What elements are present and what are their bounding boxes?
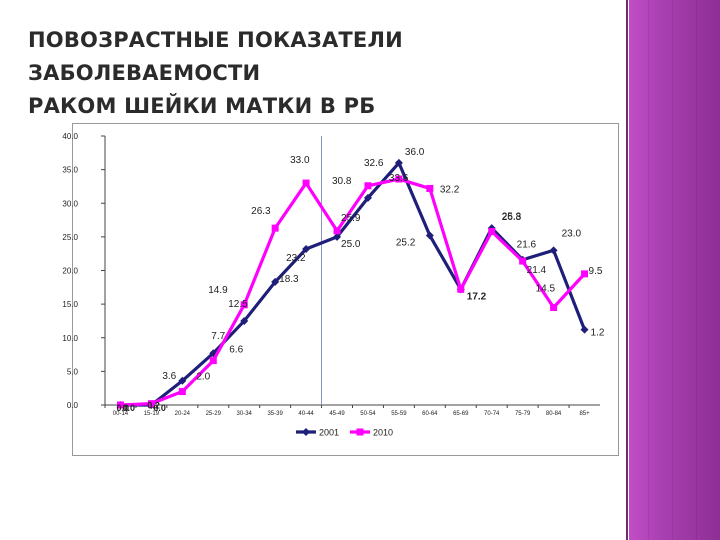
data-point-2001 <box>302 244 311 253</box>
x-tick-label: 80-84 <box>546 411 562 417</box>
data-label-2010: 0.0 <box>122 403 135 413</box>
data-point-2010 <box>240 301 248 309</box>
data-point-2010 <box>519 257 527 265</box>
series-line-2010 <box>120 177 586 407</box>
y-tick-label: 20.0 <box>62 267 78 276</box>
data-label-2001: 25.0 <box>341 239 361 250</box>
data-point-2010 <box>116 401 124 409</box>
y-tick-label: 30.0 <box>62 199 78 208</box>
data-label-2001: 18.3 <box>279 274 299 285</box>
y-tick-label: 0.0 <box>67 401 79 410</box>
data-label-2001: 30.8 <box>332 176 352 187</box>
data-label-2001: 1.2 <box>591 328 605 339</box>
x-tick-label: 75-79 <box>515 411 531 417</box>
data-label-2001: 17.2 <box>467 291 487 302</box>
data-label-2010: 26.3 <box>251 206 271 217</box>
data-point-2010 <box>364 182 372 190</box>
title-line-2: РАКОМ ШЕЙКИ МАТКИ В РБ <box>28 94 376 118</box>
data-label-2001: 23.2 <box>286 253 306 264</box>
series-line-2001 <box>120 161 587 407</box>
data-label-2001: 26.3 <box>502 212 522 223</box>
data-label-2001: 25.2 <box>396 238 416 249</box>
x-tick-label: 20-24 <box>175 411 191 417</box>
data-label-2010: 32.6 <box>364 158 384 169</box>
y-tick-label: 15.0 <box>62 300 78 309</box>
data-label-2001: 21.6 <box>517 240 537 251</box>
data-point-2010 <box>178 388 186 396</box>
data-label-2001: 12.5 <box>228 299 248 310</box>
data-point-2001 <box>240 316 249 325</box>
data-label-2010: 6.6 <box>229 345 243 356</box>
data-label-2010: 33.6 <box>389 173 409 184</box>
data-point-2010 <box>271 224 279 232</box>
data-label-2001: 0.0 <box>153 403 166 413</box>
legend-marker-2010 <box>356 428 364 436</box>
y-tick-label: 5.0 <box>67 367 79 376</box>
plot-area <box>105 136 600 405</box>
decorative-side-band <box>626 0 720 540</box>
data-label-2010: 14.5 <box>536 283 556 294</box>
data-point-2010 <box>209 357 217 365</box>
data-point-2010 <box>395 175 403 183</box>
data-point-2010 <box>581 270 589 278</box>
data-label-2010: 25.9 <box>341 213 361 224</box>
data-point-2010 <box>488 227 496 235</box>
data-point-2010 <box>457 285 465 293</box>
x-tick-label: 15-19 <box>144 411 160 417</box>
data-point-2001 <box>394 158 403 167</box>
data-label-2010: 0.2 <box>147 401 160 411</box>
data-label-2001: 23.0 <box>562 228 582 239</box>
data-point-2010 <box>550 303 558 311</box>
x-tick-label: 35-39 <box>267 411 283 417</box>
legend-label-2001: 2001 <box>319 428 339 438</box>
data-label-2010: 33.0 <box>290 155 310 166</box>
data-point-2010 <box>302 179 310 187</box>
data-label-2010: 14.9 <box>208 285 228 296</box>
slide-title: ПОВОЗРАСТНЫЕ ПОКАЗАТЕЛИ ЗАБОЛЕВАЕМОСТИ Р… <box>28 24 628 123</box>
data-point-2010 <box>147 400 155 408</box>
data-point-2010 <box>426 184 434 192</box>
data-point-2010 <box>333 227 341 235</box>
x-tick-label: 85+ <box>579 411 590 417</box>
data-point-2001 <box>271 277 280 286</box>
x-tick-label: 55-59 <box>391 411 407 417</box>
data-point-2001 <box>363 193 372 202</box>
y-tick-label: 10.0 <box>62 334 78 343</box>
x-tick-label: 45-49 <box>329 411 345 417</box>
legend-marker-2001 <box>302 428 310 436</box>
data-label-2010: 21.4 <box>527 265 547 276</box>
y-tick-label: 25.0 <box>62 233 78 242</box>
data-point-2001 <box>178 376 187 385</box>
x-tick-label: 60-64 <box>422 411 438 417</box>
data-label-2010: 32.2 <box>440 184 460 195</box>
x-tick-label: 65-69 <box>453 411 469 417</box>
x-tick-label: 70-74 <box>484 411 500 417</box>
data-point-2001 <box>425 231 434 240</box>
y-tick-label: 40.0 <box>62 132 78 141</box>
data-point-2001 <box>333 232 342 241</box>
x-tick-label: 40-44 <box>298 411 314 417</box>
x-tick-label: 30-34 <box>237 411 253 417</box>
y-tick-label: 35.0 <box>62 166 78 175</box>
data-label-2010: 2.0 <box>196 372 210 383</box>
x-tick-label: 50-54 <box>360 411 376 417</box>
data-point-2001 <box>549 246 558 255</box>
data-label-2010: 9.5 <box>589 266 603 277</box>
data-label-2010: 25.8 <box>502 211 522 222</box>
data-label-2001: 0.0 <box>116 403 129 413</box>
x-tick-label: 25-29 <box>206 411 222 417</box>
data-point-2001 <box>580 325 589 334</box>
data-label-2001: 36.0 <box>405 147 425 158</box>
title-line-1: ПОВОЗРАСТНЫЕ ПОКАЗАТЕЛИ ЗАБОЛЕВАЕМОСТИ <box>28 28 403 85</box>
data-label-2001: 7.7 <box>211 331 225 342</box>
data-label-2001: 3.6 <box>162 371 176 382</box>
legend-label-2010: 2010 <box>373 428 393 438</box>
x-tick-label: 00-14 <box>113 411 129 417</box>
